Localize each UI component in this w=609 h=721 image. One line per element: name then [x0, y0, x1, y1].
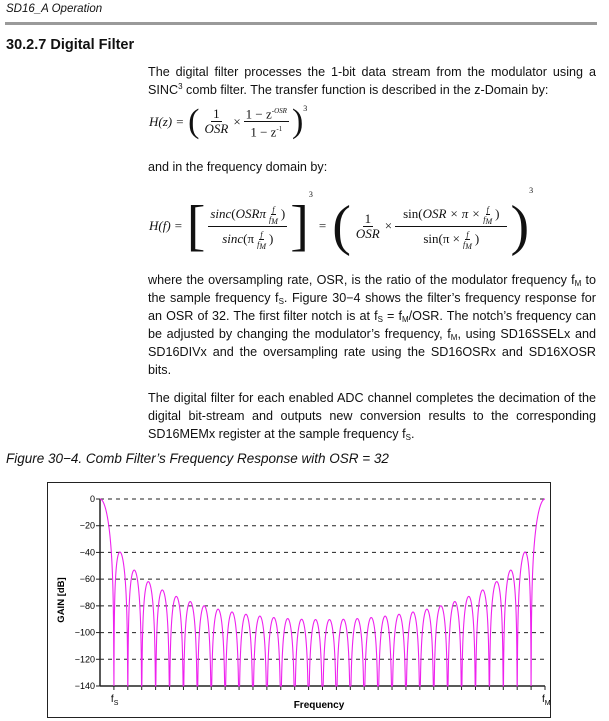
paragraph-freq: and in the frequency domain by:: [148, 160, 328, 174]
x-tick-label: fM: [542, 694, 551, 707]
eq-text: OSRπ: [235, 205, 266, 221]
page-header: SD16_A Operation: [6, 3, 103, 15]
eq-text: M: [485, 216, 493, 226]
chart-svg: GAIN [dB] Frequency 0 −20 −40 −60 −80 −100 −12…: [56, 494, 551, 711]
eq-text: ×: [233, 113, 241, 129]
y-tick-label: −40: [79, 547, 94, 557]
subscript: M: [574, 279, 582, 288]
eq-text: ×: [384, 218, 393, 233]
eq-text: -OSR: [271, 107, 287, 115]
y-tick-label: −140: [74, 681, 94, 691]
text: comb filter. The transfer function is de…: [182, 83, 549, 97]
eq-text: π: [247, 230, 255, 246]
eq-text: 1 − z: [250, 124, 277, 140]
subscript: S: [405, 433, 411, 442]
eq-text: 1: [211, 106, 222, 123]
x-tick-label: fS: [110, 694, 118, 707]
subscript: M: [401, 315, 409, 324]
eq-text: M: [259, 241, 266, 251]
eq-text: 1 − z: [245, 106, 272, 122]
eq-text: f: [259, 229, 264, 240]
y-tick-label: 0: [89, 494, 94, 504]
eq-text: π ×: [442, 230, 460, 246]
eq-text: f: [257, 239, 260, 249]
eq-text: f: [462, 239, 466, 249]
superscript: 3: [178, 82, 183, 91]
eq-text: -1: [276, 125, 283, 134]
eq-text: OSR: [355, 225, 380, 241]
eq-text: =: [318, 218, 327, 233]
eq-text: f: [485, 204, 490, 215]
eq-text: OSR: [204, 121, 229, 137]
paragraph-decimation: The digital filter for each enabled ADC …: [148, 389, 596, 443]
text: , using SD16SSELx and SD16DIVx and the o…: [148, 327, 596, 377]
eq-text: 1: [362, 210, 374, 227]
eq-lhs: H(f) =: [149, 218, 183, 233]
eq-text: f: [268, 214, 272, 224]
eq-text: f: [465, 229, 470, 240]
eq-lhs: H(z) =: [149, 113, 185, 129]
eq-text: sin: [423, 230, 439, 246]
text: The digital filter processes the 1-bit d…: [148, 65, 596, 97]
eq-text: f: [483, 214, 486, 224]
eq-text: sin: [403, 205, 419, 221]
y-axis-label: GAIN [dB]: [56, 577, 67, 622]
y-tick-label: −60: [79, 574, 94, 584]
eq-text: OSR × π ×: [422, 205, 481, 221]
frequency-response-chart: GAIN [dB] Frequency 0 −20 −40 −60 −80 −100 −12…: [47, 482, 551, 718]
x-axis-label: Frequency: [293, 700, 344, 711]
section-title: 30.2.7 Digital Filter: [6, 37, 135, 53]
subscript: S: [278, 297, 284, 306]
y-tick-label: −20: [79, 520, 94, 530]
y-tick-label: −100: [74, 627, 94, 637]
text: The digital filter for each enabled ADC …: [148, 391, 596, 441]
equation-hf: H(f) = [ sinc(OSRπ f fM) sinc(π f fM) ] 3 = ( …: [149, 186, 534, 257]
gain-curve: [99, 497, 545, 687]
equation-hz: H(z) = ( 1 OSR × 1 − z-OSR 1 − z-1 ) 3: [149, 102, 308, 140]
subscript: M: [450, 333, 458, 342]
eq-text: sinc: [210, 205, 232, 221]
y-tick-label: −80: [79, 600, 94, 610]
text: = f: [382, 309, 402, 323]
text: to the sample frequency f: [148, 273, 596, 305]
eq-text: sinc: [222, 230, 244, 246]
eq-text: M: [465, 241, 472, 251]
eq-text: f: [271, 204, 276, 215]
text: where the oversampling rate, OSR, is the…: [148, 273, 575, 287]
paragraph-osr: where the oversampling rate, OSR, is the…: [148, 271, 596, 379]
body-flow: where the oversampling rate, OSR, is the…: [0, 271, 609, 467]
eq-text: 3: [529, 186, 534, 195]
eq-text: 3: [308, 190, 313, 199]
text: . Figure 30−4 shows the filter’s frequen…: [148, 291, 596, 323]
text: .: [410, 427, 415, 441]
text: /OSR. The notch’s frequency can be adjus…: [148, 309, 596, 341]
paragraph-intro: The digital filter processes the 1-bit d…: [148, 63, 596, 99]
y-tick-label: −120: [74, 654, 94, 664]
header-rule: [5, 22, 597, 25]
eq-text: 3: [303, 104, 308, 113]
subscript: S: [377, 315, 383, 324]
figure-caption: Figure 30−4. Comb Filter’s Frequency Res…: [6, 451, 389, 466]
eq-text: M: [271, 216, 278, 226]
